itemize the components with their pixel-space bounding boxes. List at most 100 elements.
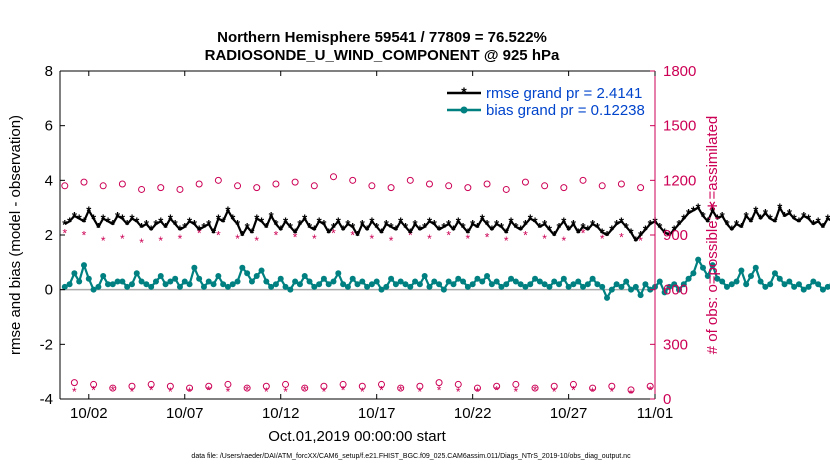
obs-assimilated-point: * — [110, 383, 115, 397]
obs-assimilated-point: * — [446, 229, 451, 243]
rmse-point: * — [389, 220, 395, 235]
bias-point — [138, 278, 145, 285]
rmse-point: * — [686, 206, 692, 221]
rmse-point: * — [341, 223, 347, 238]
rmse-point: * — [533, 214, 539, 229]
bias-point — [546, 283, 553, 290]
y-left-tick-label: 0 — [45, 282, 53, 299]
obs-assimilated-point: * — [408, 229, 413, 243]
bias-point — [584, 281, 591, 288]
y-left-tick-label: 4 — [45, 172, 53, 189]
obs-possible-point — [330, 173, 338, 181]
bias-point — [320, 275, 327, 282]
bias-point — [714, 275, 721, 282]
bias-point — [767, 281, 774, 288]
obs-possible-point — [138, 185, 146, 193]
bias-point — [76, 278, 83, 285]
rmse-point: * — [528, 212, 534, 227]
bias-point — [157, 273, 164, 279]
rmse-point: * — [480, 212, 486, 227]
rmse-point: * — [417, 223, 423, 238]
bias-point — [229, 281, 236, 288]
rmse-point: * — [801, 209, 807, 224]
rmse-point: * — [465, 225, 471, 240]
rmse-point: * — [77, 212, 83, 227]
obs-possible-point — [598, 182, 606, 190]
obs-assimilated-point: * — [331, 227, 336, 241]
obs-assimilated-point: * — [264, 385, 269, 399]
bias-point — [536, 278, 543, 285]
rmse-point: * — [609, 223, 615, 238]
rmse-point: * — [134, 214, 140, 229]
bias-point — [344, 283, 351, 290]
obs-assimilated-point: * — [504, 234, 509, 248]
obs-assimilated-point: * — [619, 230, 624, 244]
obs-possible-point — [406, 176, 414, 184]
axes-layer: 10/02 10/07 10/12 10/17 10/22 10/27 11/01 -4 -2 0… — [40, 63, 697, 422]
obs-possible-point — [368, 182, 376, 190]
obs-possible-point — [473, 384, 481, 392]
rmse-point: * — [393, 223, 399, 238]
rmse-point: * — [350, 220, 356, 235]
bias-point — [287, 286, 294, 293]
bias-point — [719, 278, 726, 285]
rmse-point: * — [715, 212, 721, 227]
rmse-point: * — [384, 217, 390, 232]
rmse-point: * — [566, 223, 572, 238]
bias-point — [771, 270, 778, 277]
y-right-tick-label: 900 — [663, 227, 688, 244]
obs-assimilated-point: * — [514, 385, 519, 399]
obs-assimilated-point: * — [350, 229, 355, 243]
bias-point — [819, 286, 826, 293]
rmse-point: * — [216, 212, 222, 227]
rmse-point: * — [264, 220, 270, 235]
rmse-point: * — [446, 217, 452, 232]
obs-assimilated-point: * — [475, 385, 480, 399]
bias-point — [795, 281, 802, 288]
rmse-point: * — [379, 225, 385, 240]
rmse-point: * — [619, 214, 625, 229]
bias-point — [205, 278, 212, 285]
obs-possible-point — [186, 384, 194, 392]
y-right-tick-label: 0 — [663, 391, 671, 408]
obs-assimilated-point: * — [456, 385, 461, 399]
rmse-point: * — [254, 212, 260, 227]
obs-assimilated-point: * — [571, 383, 576, 397]
rmse-point: * — [662, 225, 668, 240]
rmse-point: * — [432, 217, 438, 232]
obs-possible-point — [397, 384, 405, 392]
rmse-point: * — [547, 223, 553, 238]
x-tick-label: 10/27 — [550, 405, 588, 422]
y-axis-left-label: rmse and bias (model - observation) — [7, 115, 24, 355]
bias-point — [162, 281, 169, 288]
rmse-point: * — [720, 209, 726, 224]
bias-point — [277, 275, 284, 282]
bias-point — [325, 281, 332, 288]
bias-point — [421, 273, 428, 279]
bias-point — [594, 281, 601, 288]
bias-point — [258, 267, 265, 274]
bias-point — [455, 275, 462, 282]
obs-assimilated-point: * — [322, 385, 327, 399]
bias-point — [119, 278, 126, 285]
obs-assimilated-point: * — [638, 234, 643, 248]
rmse-point: * — [604, 228, 610, 243]
obs-possible-point — [358, 382, 366, 390]
rmse-point: * — [705, 214, 711, 229]
bias-point — [426, 283, 433, 290]
rmse-point: * — [739, 220, 745, 235]
rmse-point: * — [437, 223, 443, 238]
rmse-point: * — [451, 223, 457, 238]
rmse-point: * — [168, 212, 174, 227]
obs-assimilated-point: * — [187, 385, 192, 399]
obs-assimilated-point: * — [360, 385, 365, 399]
rmse-point: * — [667, 228, 673, 243]
obs-assimilated-point: * — [542, 232, 547, 246]
rmse-point: * — [336, 214, 342, 229]
y-right-tick-label: 300 — [663, 336, 688, 353]
rmse-point: * — [120, 212, 126, 227]
obs-possible-point — [637, 184, 645, 192]
rmse-point: * — [576, 225, 582, 240]
rmse-point: * — [763, 206, 769, 221]
